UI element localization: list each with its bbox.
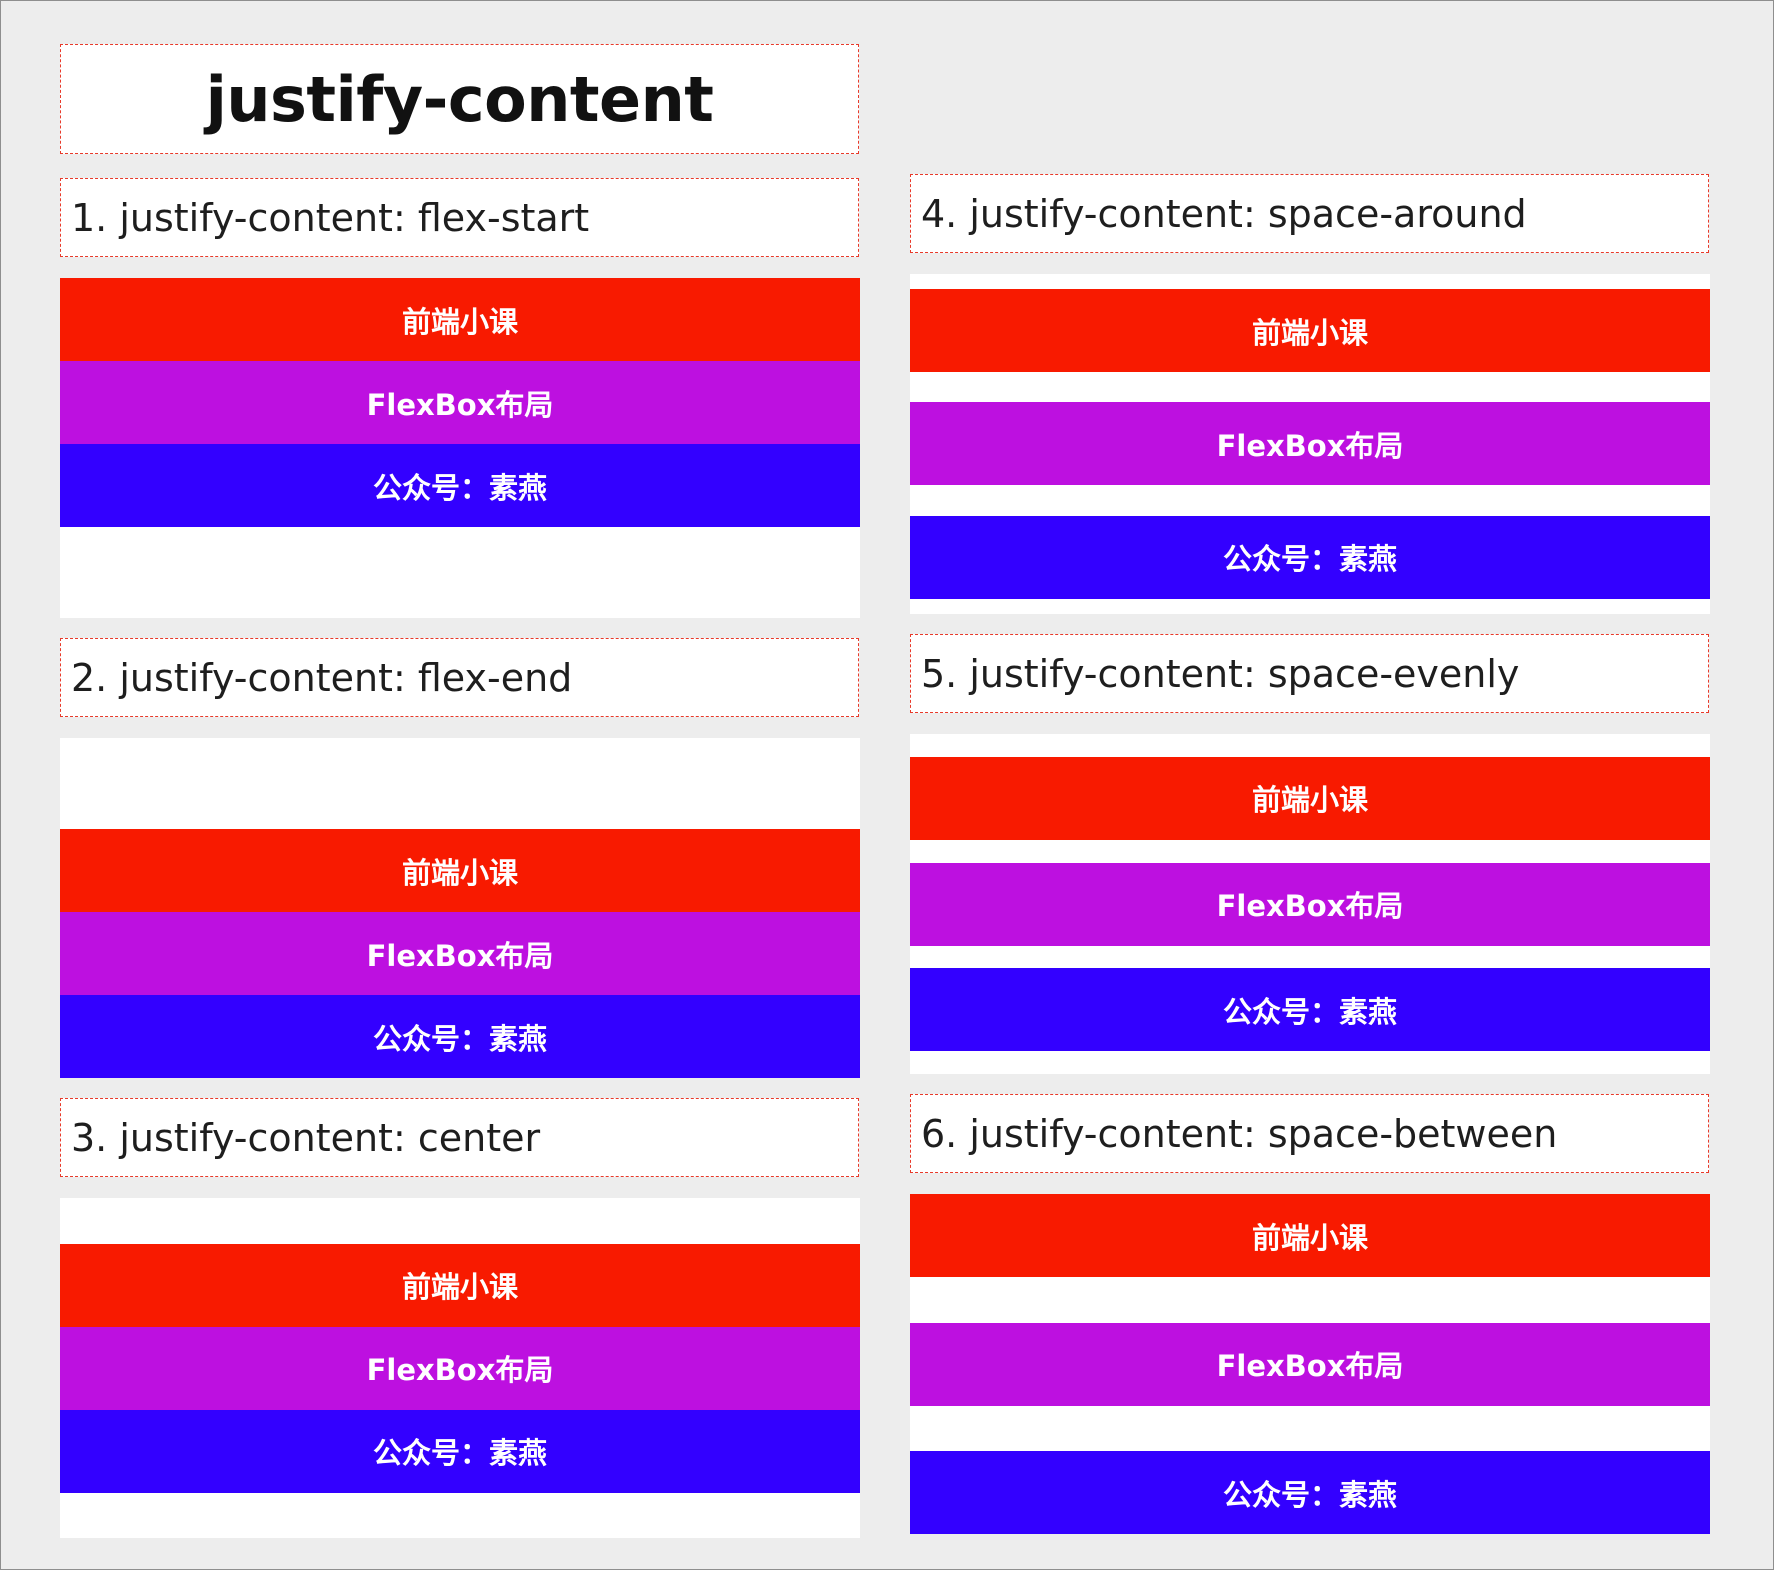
flex-item-2: FlexBox布局 [910,1322,1710,1406]
flex-item-3: 公众号：素燕 [60,444,860,527]
flex-item-3: 公众号：素燕 [60,1409,860,1493]
flex-item-1: 前端小课 [60,278,860,361]
page-title: justify-content [60,44,859,154]
panel-5-title: 5. justify-content: space-evenly [910,634,1709,713]
flex-item-2: FlexBox布局 [910,402,1710,486]
panel-3-title: 3. justify-content: center [60,1098,859,1177]
flex-item-2: FlexBox布局 [60,361,860,444]
panel-4-title: 4. justify-content: space-around [910,174,1709,253]
flex-item-1: 前端小课 [60,829,860,912]
flex-item-3: 公众号：素燕 [910,1451,1710,1534]
panel-1-title: 1. justify-content: flex-start [60,178,859,257]
flex-item-1: 前端小课 [910,1194,1710,1277]
flex-item-3: 公众号：素燕 [910,515,1710,599]
panel-2-title: 2. justify-content: flex-end [60,638,859,717]
flex-item-2: FlexBox布局 [60,912,860,995]
flex-item-1: 前端小课 [910,289,1710,373]
panel-2-flex-container: 前端小课 FlexBox布局 公众号：素燕 [60,738,860,1078]
flex-item-1: 前端小课 [60,1243,860,1327]
panel-4-flex-container: 前端小课 FlexBox布局 公众号：素燕 [910,274,1710,614]
flex-item-3: 公众号：素燕 [910,968,1710,1052]
flex-item-1: 前端小课 [910,756,1710,840]
panel-6-title: 6. justify-content: space-between [910,1094,1709,1173]
flex-item-2: FlexBox布局 [910,862,1710,946]
flex-item-2: FlexBox布局 [60,1326,860,1410]
flex-item-3: 公众号：素燕 [60,995,860,1078]
panel-1-flex-container: 前端小课 FlexBox布局 公众号：素燕 [60,278,860,618]
panel-3-flex-container: 前端小课 FlexBox布局 公众号：素燕 [60,1198,860,1538]
panel-5-flex-container: 前端小课 FlexBox布局 公众号：素燕 [910,734,1710,1074]
panel-6-flex-container: 前端小课 FlexBox布局 公众号：素燕 [910,1194,1710,1534]
